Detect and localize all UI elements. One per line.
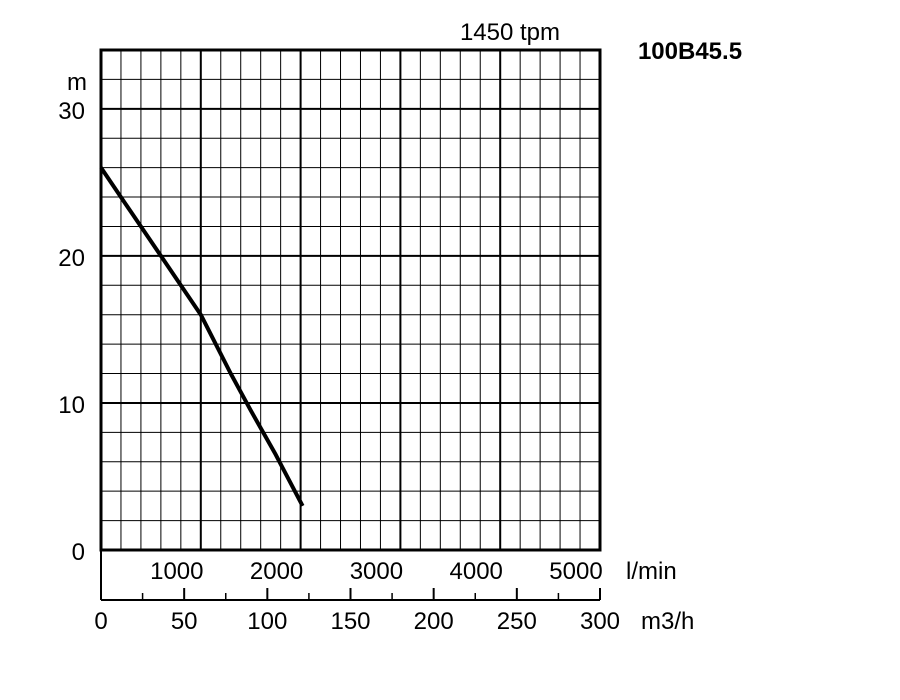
x-tick-label-m3h: 250 bbox=[497, 608, 537, 635]
x-tick-label-m3h: 200 bbox=[414, 608, 454, 635]
plot-border bbox=[99, 48, 602, 552]
x-unit-m3h: m3/h bbox=[641, 608, 694, 635]
x-tick-label-m3h: 0 bbox=[94, 608, 107, 635]
plot-frame bbox=[99, 48, 602, 601]
series-layer bbox=[99, 166, 305, 507]
x-tick-label-m3h: 150 bbox=[330, 608, 370, 635]
grid-minor bbox=[101, 50, 600, 550]
y-tick-label: 20 bbox=[58, 245, 85, 272]
x-tick-label-lmin: 3000 bbox=[350, 558, 403, 585]
x-tick-label-m3h: 300 bbox=[580, 608, 620, 635]
x-tick-label-m3h: 100 bbox=[247, 608, 287, 635]
grid-major bbox=[101, 50, 600, 550]
chart-title: 1450 tpm bbox=[460, 19, 560, 46]
x-tick-label-m3h: 50 bbox=[171, 608, 198, 635]
x-tick-label-lmin: 4000 bbox=[450, 558, 503, 585]
x-unit-lmin: l/min bbox=[626, 558, 677, 585]
y-tick-label: 10 bbox=[58, 392, 85, 419]
tick-labels: 0 10 20 30 1000 2000 3000 4000 5000 0 50 100 150 200 2… bbox=[58, 98, 620, 635]
y-tick-label: 0 bbox=[72, 539, 85, 566]
x-tick-label-lmin: 2000 bbox=[250, 558, 303, 585]
x-tick-label-lmin: 1000 bbox=[150, 558, 203, 585]
y-tick-label: 30 bbox=[58, 98, 85, 125]
y-axis-label: m bbox=[67, 69, 87, 96]
x-tick-label-lmin: 5000 bbox=[549, 558, 602, 585]
series-line-0 bbox=[99, 166, 305, 507]
model-label: 100B45.5 bbox=[638, 38, 742, 65]
